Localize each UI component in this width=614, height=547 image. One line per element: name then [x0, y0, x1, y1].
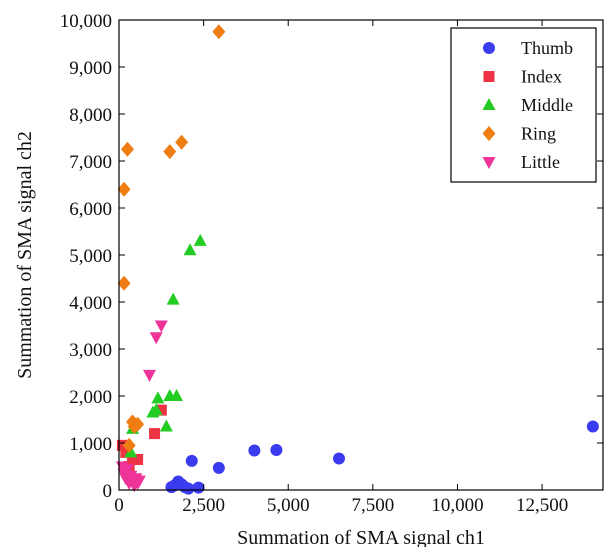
series-thumb: [165, 420, 599, 495]
legend-marker-index: [483, 71, 495, 82]
legend-marker-thumb: [483, 42, 495, 54]
y-tick-label: 0: [103, 481, 113, 502]
data-point-middle: [159, 419, 173, 432]
data-point-thumb: [185, 454, 198, 467]
data-point-middle: [124, 445, 138, 458]
data-point-thumb: [192, 481, 205, 494]
x-tick-label: 5,000: [267, 495, 310, 516]
data-point-ring: [120, 141, 134, 157]
data-point-ring: [175, 134, 189, 150]
data-point-thumb: [248, 444, 261, 457]
legend-label-ring: Ring: [521, 124, 556, 144]
data-point-ring: [117, 181, 131, 197]
data-point-middle: [170, 389, 184, 401]
y-tick-label: 8,000: [69, 105, 112, 126]
series-ring: [117, 24, 226, 453]
y-tick-label: 6,000: [69, 199, 112, 220]
data-point-middle: [149, 403, 163, 416]
data-point-little: [154, 320, 168, 333]
series-little: [115, 320, 168, 493]
data-point-index: [149, 428, 161, 440]
legend-marker-little: [482, 157, 496, 169]
data-point-ring: [163, 144, 177, 160]
x-tick-label: 7,500: [351, 495, 394, 516]
data-point-ring: [212, 24, 226, 40]
data-point-thumb: [270, 444, 283, 457]
y-tick-label: 10,000: [60, 11, 112, 32]
legend-label-little: Little: [521, 152, 560, 172]
y-tick-label: 5,000: [69, 246, 112, 267]
axis-ticks: 0 2,500 5,000 7,500 10,000 12,500 0 1,000 2,000 3…: [60, 11, 603, 516]
data-point-index: [132, 453, 144, 465]
x-tick-label: 2,500: [182, 495, 225, 516]
data-point-ring: [117, 275, 131, 291]
legend-marker-middle: [482, 98, 496, 110]
data-point-index: [155, 404, 167, 416]
data-point-little: [120, 463, 134, 476]
data-point-little: [149, 332, 163, 345]
y-axis-title: Summation of SMA signal ch2: [14, 131, 36, 379]
data-point-middle: [193, 233, 207, 246]
legend-marker-ring: [482, 126, 496, 141]
data-point-index: [116, 439, 128, 451]
y-tick-label: 3,000: [69, 340, 112, 361]
data-point-ring: [122, 437, 136, 453]
x-axis-title: Summation of SMA signal ch1: [237, 527, 485, 547]
data-point-thumb: [333, 452, 345, 465]
data-point-thumb: [586, 420, 599, 433]
y-tick-label: 9,000: [69, 58, 112, 79]
data-point-index: [120, 446, 132, 458]
data-point-thumb: [182, 482, 195, 495]
legend: Thumb Index Middle Ring Little: [450, 27, 597, 183]
y-tick-label: 2,000: [69, 387, 112, 408]
y-tick-label: 1,000: [69, 434, 112, 455]
legend-box: [450, 27, 597, 183]
data-point-middle: [183, 243, 197, 256]
legend-label-index: Index: [521, 67, 562, 87]
legend-label-middle: Middle: [521, 95, 573, 115]
y-tick-label: 4,000: [69, 293, 112, 314]
y-tick-label: 7,000: [69, 152, 112, 173]
x-tick-label: 12,500: [516, 495, 568, 516]
data-point-little: [132, 475, 146, 488]
data-point-middle: [166, 292, 180, 305]
data-points: [115, 24, 599, 495]
legend-label-thumb: Thumb: [521, 38, 573, 58]
data-point-little: [142, 369, 156, 382]
x-tick-label: 0: [114, 495, 124, 516]
data-point-middle: [151, 391, 165, 404]
x-tick-label: 10,000: [431, 495, 483, 516]
data-point-thumb: [212, 461, 225, 474]
data-point-ring: [131, 416, 145, 432]
